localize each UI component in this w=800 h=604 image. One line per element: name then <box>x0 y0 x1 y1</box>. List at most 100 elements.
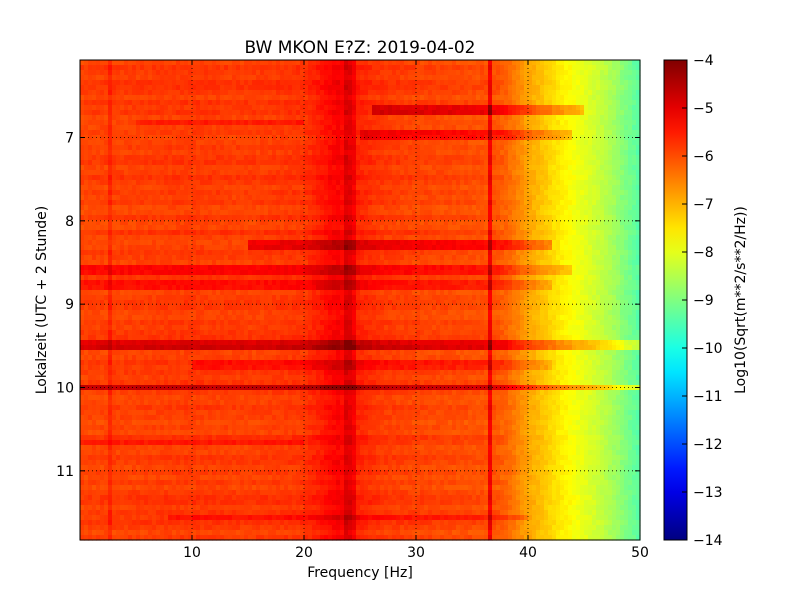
heatmap-cell <box>480 110 485 116</box>
heatmap-cell <box>488 175 493 181</box>
heatmap-cell <box>152 160 157 166</box>
heatmap-cell <box>576 175 581 181</box>
heatmap-cell <box>176 225 181 231</box>
heatmap-cell <box>336 210 341 216</box>
heatmap-cell <box>304 150 309 156</box>
heatmap-cell <box>300 190 305 196</box>
heatmap-cell <box>100 205 105 211</box>
heatmap-cell <box>480 145 485 151</box>
heatmap-cell <box>424 160 429 166</box>
heatmap-cell <box>380 180 385 186</box>
heatmap-cell <box>104 75 109 81</box>
heatmap-cell <box>364 105 369 111</box>
heatmap-cell <box>124 170 129 176</box>
heatmap-cell <box>184 220 189 226</box>
heatmap-cell <box>568 140 573 146</box>
heatmap-cell <box>144 230 149 236</box>
heatmap-cell <box>128 215 133 221</box>
heatmap-cell <box>88 225 93 231</box>
heatmap-cell <box>500 125 505 131</box>
heatmap-cell <box>568 110 573 116</box>
heatmap-cell <box>612 225 617 231</box>
heatmap-cell <box>272 115 277 121</box>
heatmap-cell <box>272 140 277 146</box>
heatmap-cell <box>536 190 541 196</box>
heatmap-cell <box>244 185 249 191</box>
heatmap-cell <box>248 90 253 96</box>
heatmap-cell <box>576 160 581 166</box>
heatmap-cell <box>492 225 497 231</box>
heatmap-cell <box>508 105 513 111</box>
heatmap-cell <box>308 170 313 176</box>
heatmap-cell <box>504 185 509 191</box>
heatmap-cell <box>584 65 589 71</box>
heatmap-cell <box>168 65 173 71</box>
heatmap-cell <box>404 100 409 106</box>
heatmap-cell <box>192 200 197 206</box>
heatmap-cell <box>564 115 569 121</box>
heatmap-cell <box>484 150 489 156</box>
heatmap-cell <box>272 185 277 191</box>
heatmap-cell <box>420 150 425 156</box>
heatmap-cell <box>328 180 333 186</box>
heatmap-cell <box>476 225 481 231</box>
heatmap-cell <box>236 135 241 141</box>
heatmap-cell <box>196 105 201 111</box>
heatmap-cell <box>548 220 553 226</box>
heatmap-cell <box>100 235 105 241</box>
heatmap-cell <box>340 115 345 121</box>
heatmap-cell <box>128 185 133 191</box>
heatmap-cell <box>324 220 329 226</box>
heatmap-cell <box>552 160 557 166</box>
heatmap-cell <box>376 95 381 101</box>
heatmap-cell <box>296 185 301 191</box>
heatmap-cell <box>120 155 125 161</box>
heatmap-cell <box>476 215 481 221</box>
heatmap-cell <box>432 145 437 151</box>
heatmap-cell <box>276 120 281 126</box>
heatmap-cell <box>472 150 477 156</box>
heatmap-cell <box>268 145 273 151</box>
heatmap-cell <box>192 155 197 161</box>
heatmap-cell <box>456 75 461 81</box>
heatmap-cell <box>480 185 485 191</box>
heatmap-cell <box>588 200 593 206</box>
heatmap-cell <box>80 85 85 91</box>
heatmap-cell <box>112 115 117 121</box>
heatmap-cell <box>476 95 481 101</box>
heatmap-cell <box>276 90 281 96</box>
heatmap-cell <box>388 215 393 221</box>
heatmap-cell <box>504 165 509 171</box>
heatmap-cell <box>584 195 589 201</box>
heatmap-cell <box>108 175 113 181</box>
heatmap-cell <box>392 160 397 166</box>
heatmap-cell <box>84 210 89 216</box>
heatmap-cell <box>236 165 241 171</box>
heatmap-cell <box>352 135 357 141</box>
heatmap-cell <box>624 210 629 216</box>
heatmap-cell <box>328 205 333 211</box>
heatmap-cell <box>328 80 333 86</box>
heatmap-cell <box>616 170 621 176</box>
heatmap-cell <box>444 145 449 151</box>
heatmap-cell <box>256 190 261 196</box>
heatmap-cell <box>352 130 357 136</box>
heatmap-cell <box>260 195 265 201</box>
heatmap-cell <box>584 105 589 111</box>
heatmap-cell <box>636 160 641 166</box>
heatmap-cell <box>632 220 637 226</box>
heatmap-cell <box>232 175 237 181</box>
heatmap-cell <box>468 145 473 151</box>
heatmap-cell <box>416 175 421 181</box>
heatmap-cell <box>220 140 225 146</box>
heatmap-cell <box>416 60 421 66</box>
heatmap-cell <box>416 150 421 156</box>
heatmap-cell <box>468 200 473 206</box>
heatmap-cell <box>328 165 333 171</box>
heatmap-cell <box>428 235 433 241</box>
heatmap-cell <box>132 120 137 126</box>
heatmap-cell <box>240 160 245 166</box>
heatmap-cell <box>484 80 489 86</box>
heatmap-cell <box>100 90 105 96</box>
heatmap-cell <box>596 115 601 121</box>
